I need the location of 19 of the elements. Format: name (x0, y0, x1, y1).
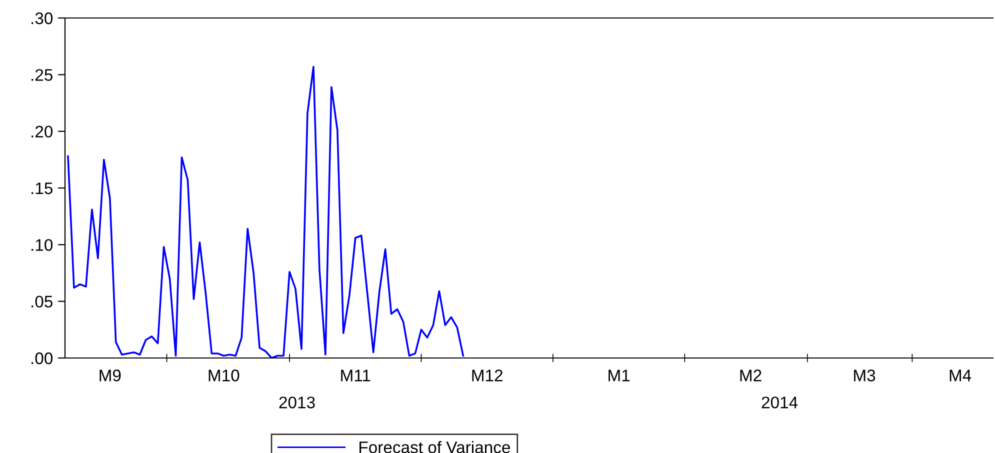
x-tick-label: M2 (740, 370, 762, 382)
x-tick-label: M11 (341, 370, 370, 382)
y-tick-label: .10 (32, 239, 53, 251)
text: 2014 (762, 396, 798, 408)
y-tick-label: .05 (32, 296, 52, 308)
y-tick-label: .25 (32, 69, 52, 81)
x-tick-label: M1 (608, 370, 630, 382)
x-tick-label: M12 (472, 370, 502, 382)
x-tick-label: M3 (854, 370, 876, 382)
x-tick-label: M10 (208, 370, 240, 382)
y-tick-label: .15 (32, 182, 52, 194)
x-tick-label: M4 (950, 370, 972, 382)
x-tick-label: M9 (100, 370, 121, 382)
text: 2013 (279, 396, 315, 408)
line-series (67, 66, 464, 358)
legend-label: Forecast of Variance (360, 441, 510, 453)
y-tick-label: .00 (32, 352, 53, 364)
y-tick-label: .30 (32, 12, 53, 24)
y-tick-label: .20 (32, 126, 53, 138)
